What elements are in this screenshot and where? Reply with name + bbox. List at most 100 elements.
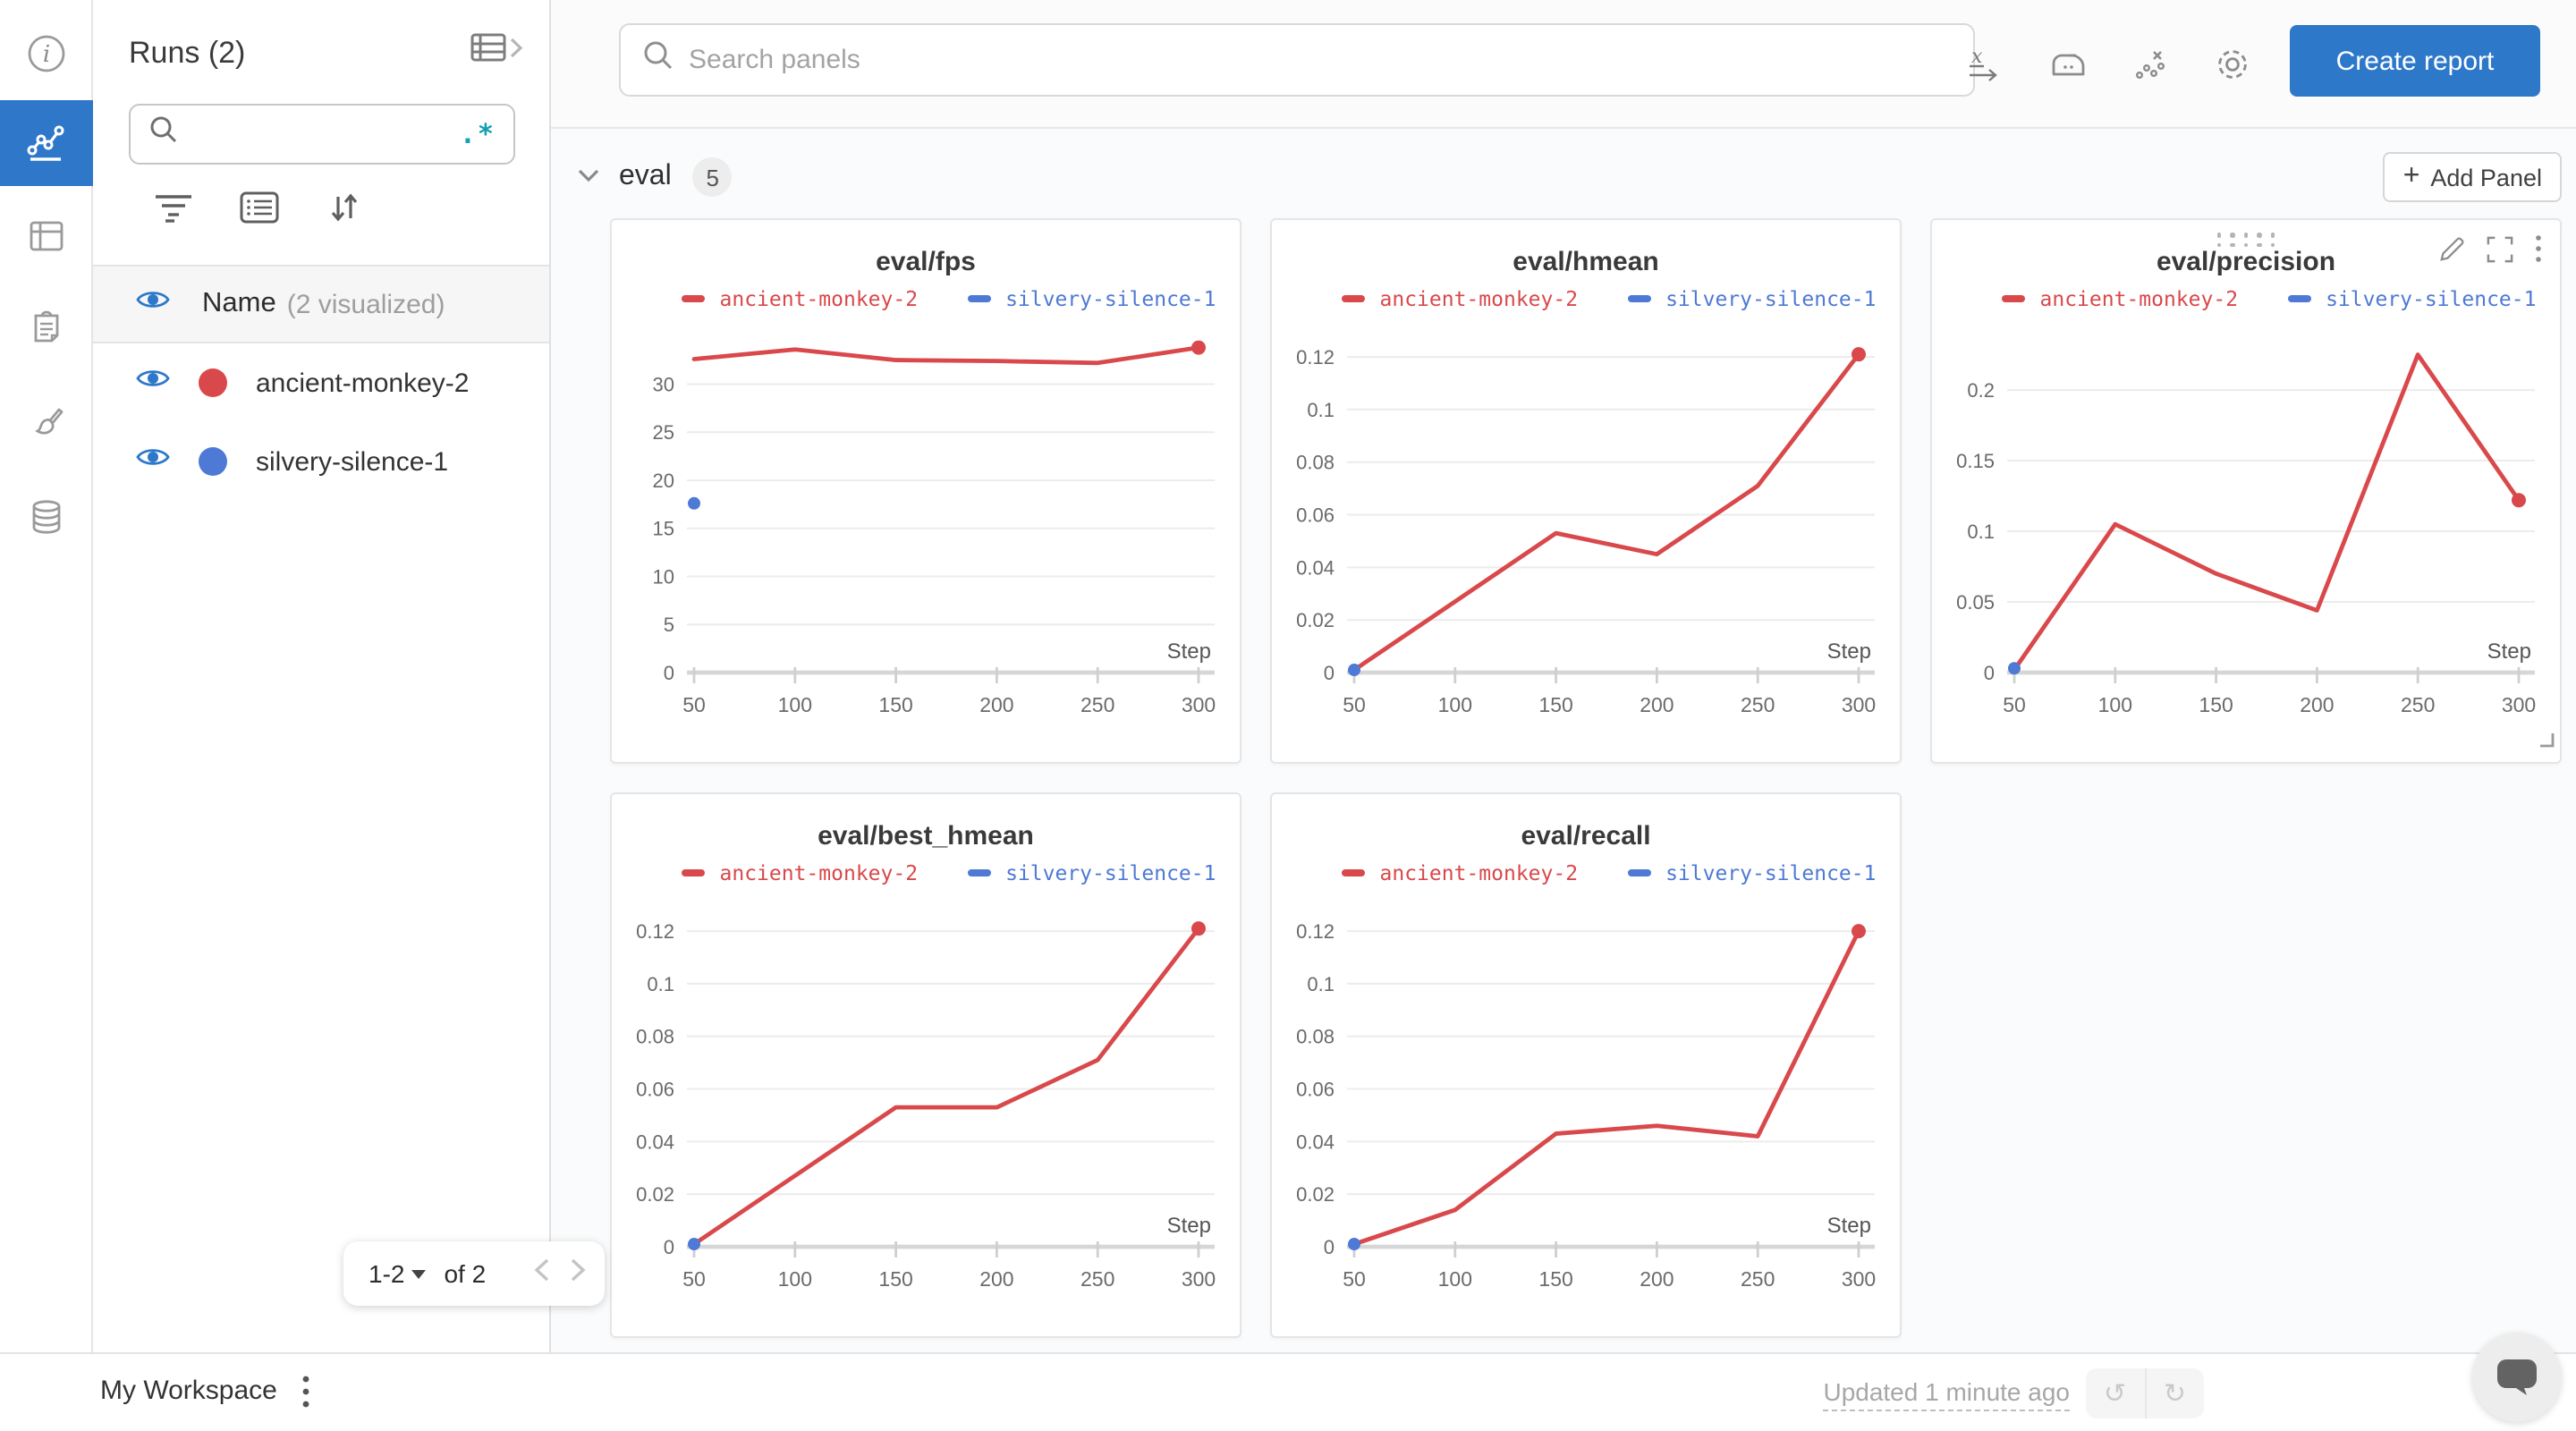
runs-table-icon[interactable]: [0, 193, 93, 279]
legend-run-name: silvery-silence-1: [1005, 286, 1216, 311]
info-icon[interactable]: i: [0, 11, 93, 97]
svg-text:150: 150: [1538, 693, 1572, 716]
drag-handle-icon[interactable]: [2216, 233, 2275, 248]
prev-page-icon[interactable]: [533, 1257, 551, 1291]
run-name[interactable]: silvery-silence-1: [256, 446, 449, 477]
section-title[interactable]: eval: [619, 161, 672, 191]
runs-search-input[interactable]: [179, 120, 460, 148]
svg-text:0.08: 0.08: [1296, 452, 1335, 474]
chevron-down-icon[interactable]: [576, 161, 601, 193]
run-name[interactable]: ancient-monkey-2: [256, 368, 470, 398]
svg-text:0.04: 0.04: [1296, 1130, 1335, 1153]
redo-icon[interactable]: ↻: [2163, 1377, 2187, 1410]
legend-entry[interactable]: silvery-silence-1: [1628, 286, 1876, 311]
filter-icon[interactable]: [154, 191, 193, 233]
legend-run-name: silvery-silence-1: [1665, 286, 1877, 311]
svg-text:Step: Step: [1827, 639, 1871, 664]
add-panel-button[interactable]: + Add Panel: [2383, 152, 2562, 202]
workspace-name[interactable]: My Workspace: [100, 1376, 277, 1406]
run-color-dot[interactable]: [199, 447, 227, 476]
workspace-main: x Create report eval 5 +: [551, 0, 2576, 1352]
eval-section-header: eval 5 + Add Panel: [576, 150, 2562, 204]
workspace-charts-tab[interactable]: [0, 100, 93, 186]
runs-name-header[interactable]: Name (2 visualized): [93, 265, 549, 343]
legend-run-name: ancient-monkey-2: [1379, 286, 1579, 311]
line-chart-plot[interactable]: 0 0.02 0.04 0.06 0.08 0.1 0.12 50 100 150 200 250 30…: [1272, 322, 1900, 723]
plus-icon: +: [2402, 160, 2420, 191]
logs-icon[interactable]: [0, 284, 93, 370]
eye-visibility-icon[interactable]: [136, 445, 170, 478]
chart-panel-eval-best-hmean[interactable]: eval/best_hmean ancient-monkey-2 silvery-s…: [610, 792, 1241, 1338]
columns-list-icon[interactable]: [240, 191, 279, 233]
runs-list: ancient-monkey-2 silvery-silence-1: [93, 343, 549, 501]
expand-runs-table-icon[interactable]: [470, 32, 524, 73]
edit-panel-pencil-icon[interactable]: [2438, 235, 2465, 271]
svg-text:0.12: 0.12: [1296, 920, 1335, 943]
next-page-icon[interactable]: [569, 1257, 587, 1291]
run-color-dot[interactable]: [199, 368, 227, 397]
line-chart-plot[interactable]: 0 0.02 0.04 0.06 0.08 0.1 0.12 50 100 150 200 250 30…: [1272, 896, 1900, 1297]
chart-panel-eval-recall[interactable]: eval/recall ancient-monkey-2 silvery-silen…: [1270, 792, 1902, 1338]
legend-entry[interactable]: silvery-silence-1: [2288, 286, 2536, 311]
svg-text:Step: Step: [1167, 639, 1211, 664]
outliers-scatter-icon[interactable]: [2129, 43, 2172, 86]
artifacts-database-icon[interactable]: [0, 474, 93, 560]
chart-panel-eval-fps[interactable]: eval/fps ancient-monkey-2 silvery-silence-…: [610, 218, 1241, 764]
svg-text:250: 250: [1741, 1267, 1775, 1291]
chat-bubble-button[interactable]: [2472, 1333, 2562, 1422]
customize-brush-icon[interactable]: [0, 381, 93, 467]
create-report-button[interactable]: Create report: [2290, 25, 2540, 97]
panel-grid: eval/fps ancient-monkey-2 silvery-silence-…: [610, 218, 2576, 1338]
page-range[interactable]: 1-2: [369, 1259, 405, 1288]
line-chart-plot[interactable]: 0 5 10 15 20 25 30 50 100 150 200 250 300 Step: [612, 322, 1240, 723]
main-header: x Create report: [551, 0, 2576, 129]
svg-text:300: 300: [1842, 693, 1876, 716]
left-icon-rail: i: [0, 0, 93, 1352]
eye-visibility-icon[interactable]: [136, 367, 170, 399]
legend-entry[interactable]: ancient-monkey-2: [2002, 286, 2238, 311]
svg-text:0.08: 0.08: [1296, 1026, 1335, 1048]
eye-visibility-icon[interactable]: [136, 288, 170, 320]
settings-gear-icon[interactable]: [2211, 43, 2254, 86]
panel-menu-kebab-icon[interactable]: [2535, 234, 2542, 272]
panel-search-input[interactable]: [689, 45, 1952, 75]
legend-dash-icon: [968, 869, 992, 876]
svg-text:5: 5: [664, 614, 674, 636]
undo-icon[interactable]: ↺: [2086, 1368, 2146, 1418]
line-chart-plot[interactable]: 0 0.05 0.1 0.15 0.2 50 100 150 200 250 300 Step: [1932, 322, 2560, 723]
run-row[interactable]: ancient-monkey-2: [93, 343, 549, 422]
run-row[interactable]: silvery-silence-1: [93, 422, 549, 501]
fullscreen-icon[interactable]: [2487, 235, 2513, 271]
resize-handle-icon[interactable]: [2538, 724, 2555, 757]
x-axis-settings-icon[interactable]: x: [1964, 43, 2007, 86]
legend-entry[interactable]: silvery-silence-1: [968, 860, 1216, 885]
svg-text:150: 150: [2199, 693, 2233, 716]
svg-text:0: 0: [1324, 662, 1335, 684]
legend-entry[interactable]: silvery-silence-1: [1628, 860, 1876, 885]
svg-text:50: 50: [682, 1267, 706, 1291]
legend-entry[interactable]: silvery-silence-1: [968, 286, 1216, 311]
legend-entry[interactable]: ancient-monkey-2: [1342, 286, 1579, 311]
legend-dash-icon: [968, 295, 992, 302]
svg-text:0.02: 0.02: [1296, 1183, 1335, 1206]
chart-panel-eval-hmean[interactable]: eval/hmean ancient-monkey-2 silvery-silenc…: [1270, 218, 1902, 764]
updated-status[interactable]: Updated 1 minute ago: [1823, 1377, 2070, 1411]
svg-text:100: 100: [778, 693, 812, 716]
workspace-menu-kebab-icon[interactable]: [301, 1374, 311, 1418]
legend-entry[interactable]: ancient-monkey-2: [682, 286, 918, 311]
svg-text:30: 30: [653, 373, 674, 395]
legend-entry[interactable]: ancient-monkey-2: [1342, 860, 1578, 885]
regex-toggle[interactable]: .*: [459, 118, 496, 150]
line-chart-plot[interactable]: 0 0.02 0.04 0.06 0.08 0.1 0.12 50 100 150 200 250 30…: [612, 896, 1240, 1297]
runs-sidebar: Runs (2) .* N: [93, 0, 605, 1352]
page-size-caret-icon[interactable]: [411, 1270, 427, 1279]
svg-text:25: 25: [653, 421, 674, 444]
legend-entry[interactable]: ancient-monkey-2: [682, 860, 918, 885]
smoothing-iron-icon[interactable]: [2046, 43, 2089, 86]
bottom-bar: My Workspace Updated 1 minute ago ↺ ↻: [0, 1333, 2576, 1431]
chart-panel-eval-precision[interactable]: eval/precision ancient-monkey-2 silvery-si…: [1930, 218, 2562, 764]
page-total: of 2: [444, 1259, 487, 1288]
sort-icon[interactable]: [326, 190, 361, 234]
svg-text:0.15: 0.15: [1956, 450, 1995, 472]
svg-text:0.12: 0.12: [636, 920, 674, 943]
